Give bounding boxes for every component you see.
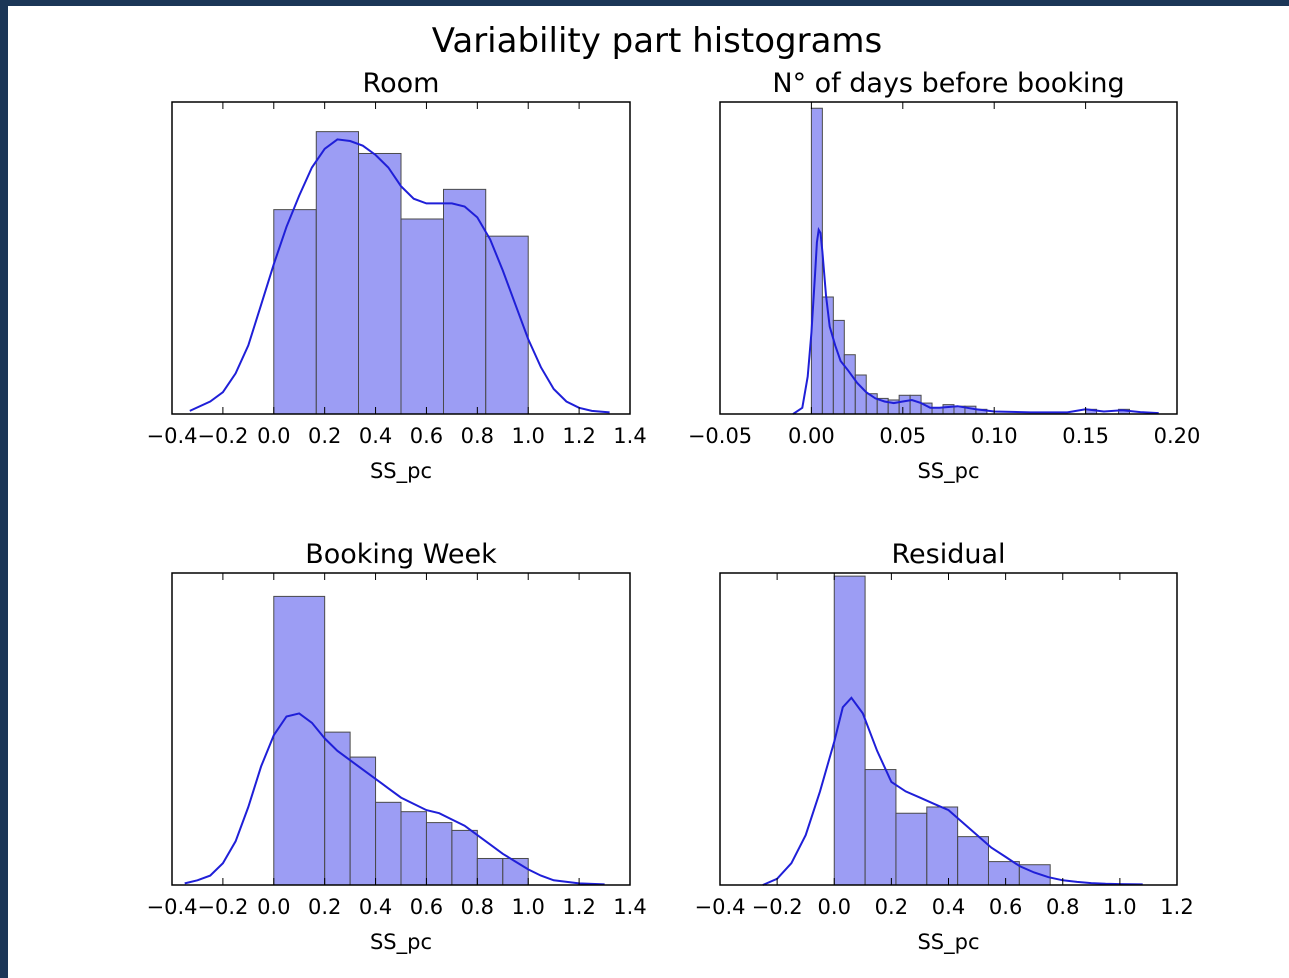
x-tick-label: 0.15 — [1062, 424, 1109, 448]
histogram-bar — [375, 801, 402, 886]
histogram-bar — [926, 806, 959, 886]
histogram-bar — [843, 354, 856, 415]
histogram-bar — [909, 394, 922, 415]
histogram-bar — [833, 575, 866, 886]
histogram-bar — [324, 731, 351, 886]
x-tick-label: 0.0 — [818, 895, 851, 919]
x-tick-label: 0.4 — [932, 895, 965, 919]
histogram-bar — [358, 152, 402, 415]
figure-canvas: Variability part histograms Room −0.4 −0.2… — [8, 6, 1289, 978]
histogram-bar — [273, 209, 317, 415]
figure: Variability part histograms Room−0.4 −0.2… — [147, 21, 1201, 955]
x-tick-label: 0.4 — [359, 424, 392, 448]
x-tick-label: −0.4 — [147, 895, 198, 919]
x-tick-label: −0.4 — [147, 424, 198, 448]
subplot-days-before-booking: N° of days before booking −0.05 0.00 0.05 0.… — [688, 68, 1201, 484]
window-top-border — [0, 0, 1289, 6]
x-tick-label: 0.0 — [257, 895, 290, 919]
histogram-bar — [987, 861, 1020, 886]
x-tick-label: 0.6 — [410, 895, 443, 919]
histogram-bar — [349, 756, 377, 886]
x-tick-label: 0.8 — [461, 895, 494, 919]
x-tick-label: 0.05 — [879, 424, 926, 448]
x-tick-label: 1.2 — [562, 424, 595, 448]
x-tick-label: 1.4 — [613, 424, 646, 448]
x-tick-label: 0.2 — [308, 424, 341, 448]
x-tick-label: 0.8 — [461, 424, 494, 448]
subplot-residual: Residual −0.4 −0.2 0.0 0.2 0.4 0.6 0.8 1.0 1.2 SS_… — [695, 539, 1194, 955]
x-tick-label: 0.20 — [1154, 424, 1201, 448]
kde-line — [189, 138, 610, 414]
x-tick-label: 0.0 — [257, 424, 290, 448]
x-tick-label: −0.2 — [197, 895, 248, 919]
histogram-bar — [485, 235, 529, 415]
x-tick-label: 0.2 — [308, 895, 341, 919]
x-tick-label: 0.6 — [410, 424, 443, 448]
x-axis-label: SS_pc — [370, 930, 432, 955]
x-tick-label: −0.4 — [695, 895, 746, 919]
axes-frame — [719, 101, 1178, 415]
x-tick-label: 0.2 — [875, 895, 908, 919]
histogram-bar — [832, 319, 845, 415]
subplot-title: Residual — [891, 539, 1005, 570]
x-tick-label: 1.0 — [512, 424, 545, 448]
x-tick-label: −0.05 — [688, 424, 752, 448]
subplot-title: Room — [363, 68, 440, 99]
x-tick-label: 0.8 — [1046, 895, 1079, 919]
histogram-bar — [400, 811, 427, 886]
histogram-bar — [451, 829, 478, 886]
histogram-bar — [442, 188, 487, 415]
x-tick-label: 1.2 — [1160, 895, 1193, 919]
histogram-bar — [895, 812, 928, 886]
x-tick-label: 0.00 — [788, 424, 835, 448]
x-axis-label: SS_pc — [917, 459, 979, 484]
histogram-bar — [400, 218, 444, 415]
x-tick-label: 0.6 — [989, 895, 1022, 919]
axes-frame — [171, 101, 631, 415]
figure-suptitle: Variability part histograms — [432, 21, 883, 61]
x-tick-label: 1.2 — [562, 895, 595, 919]
subplot-title: Booking Week — [305, 539, 497, 570]
kde-line — [184, 712, 605, 886]
histogram-bar — [957, 836, 989, 886]
subplot-booking-week: Booking Week −0.4 −0.2 0.0 0.2 0.4 0.6 0.8 1.0 1.… — [147, 539, 647, 955]
histogram-bar — [315, 131, 360, 415]
x-tick-label: −0.2 — [197, 424, 248, 448]
histogram-bar — [864, 769, 897, 886]
kde-line — [792, 226, 1159, 415]
histogram-bar — [273, 595, 326, 886]
histogram-bar — [898, 394, 911, 415]
kde-line — [762, 696, 1143, 886]
x-tick-label: 1.0 — [1103, 895, 1136, 919]
histogram-bar — [476, 857, 504, 886]
x-tick-label: 0.4 — [359, 895, 392, 919]
histogram-bar — [810, 107, 823, 415]
histogram-bar — [502, 857, 529, 886]
subplot-room: Room −0.4 −0.2 0.0 0.2 0.4 0.6 0.8 1.0 1.2 1.4 SS_p… — [147, 68, 647, 484]
subplot-title: N° of days before booking — [772, 68, 1124, 99]
histogram-bar — [425, 822, 453, 886]
x-tick-label: 1.0 — [512, 895, 545, 919]
axes-frame — [171, 572, 631, 886]
x-tick-label: −0.2 — [752, 895, 803, 919]
x-tick-label: 0.10 — [971, 424, 1018, 448]
x-axis-label: SS_pc — [917, 930, 979, 955]
x-axis-label: SS_pc — [370, 459, 432, 484]
x-tick-label: 1.4 — [613, 895, 646, 919]
